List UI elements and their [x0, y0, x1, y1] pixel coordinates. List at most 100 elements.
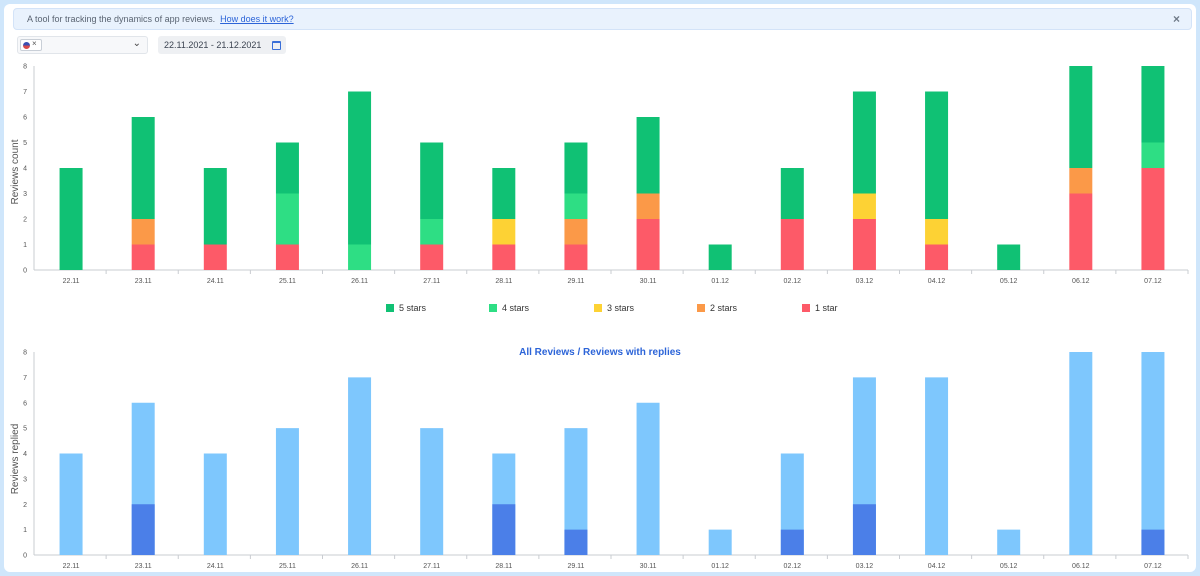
x-tick-label: 07.12	[1144, 563, 1162, 570]
legend-swatch	[697, 304, 705, 312]
legend-label: 5 stars	[399, 303, 427, 313]
bar-all-reviews	[348, 377, 372, 555]
legend-swatch	[489, 304, 497, 312]
bar-2-stars	[636, 193, 660, 219]
bar-1-star	[564, 244, 588, 270]
x-tick-label: 03.12	[856, 278, 874, 285]
country-select[interactable]: × ⌄	[17, 36, 148, 54]
bar-5-stars	[203, 168, 227, 245]
y-tick-label: 4	[23, 451, 27, 458]
y-axis-label: Reviews replied	[10, 424, 21, 495]
legend-item-5-stars[interactable]: 5 stars	[386, 303, 426, 313]
legend-label: 4 stars	[502, 303, 530, 313]
bar-4-stars	[275, 193, 299, 245]
x-tick-label: 26.11	[351, 278, 368, 285]
bar-reviews-with-replies	[1141, 529, 1165, 555]
y-tick-label: 4	[23, 166, 27, 173]
x-tick-label: 02.12	[784, 278, 802, 285]
y-tick-label: 0	[23, 553, 27, 560]
y-tick-label: 0	[23, 268, 27, 275]
bar-reviews-with-replies	[492, 504, 516, 555]
legend-item-2-stars[interactable]: 2 stars	[697, 303, 737, 313]
how-it-works-link[interactable]: How does it work?	[220, 14, 294, 24]
bar-1-star	[131, 244, 155, 270]
x-tick-label: 22.11	[63, 563, 80, 570]
bar-reviews-with-replies	[852, 504, 876, 555]
x-tick-label: 27.11	[423, 278, 440, 285]
y-tick-label: 6	[23, 115, 27, 122]
bar-all-reviews	[708, 529, 732, 555]
bar-all-reviews	[997, 529, 1021, 555]
bar-reviews-with-replies	[564, 529, 588, 555]
y-tick-label: 5	[23, 140, 27, 147]
bar-5-stars	[564, 142, 588, 194]
date-range-value: 22.11.2021 - 21.12.2021	[164, 40, 262, 50]
close-icon[interactable]: ×	[1172, 12, 1180, 26]
x-tick-label: 07.12	[1144, 278, 1162, 285]
x-tick-label: 06.12	[1072, 278, 1090, 285]
banner-text: A tool for tracking the dynamics of app …	[27, 14, 216, 24]
legend-item-1-star[interactable]: 1 star	[802, 303, 838, 313]
x-tick-label: 03.12	[856, 563, 874, 570]
legend-item-3-stars[interactable]: 3 stars	[594, 303, 634, 313]
flag-icon	[23, 42, 30, 49]
y-tick-label: 8	[23, 64, 27, 71]
x-tick-label: 28.11	[495, 563, 512, 570]
replies-chart-title: All Reviews / Reviews with replies	[519, 347, 681, 358]
bar-all-reviews	[420, 428, 444, 555]
bar-all-reviews	[925, 377, 949, 555]
bar-4-stars	[564, 193, 588, 219]
legend-item-4-stars[interactable]: 4 stars	[489, 303, 529, 313]
bar-2-stars	[131, 219, 155, 245]
y-tick-label: 2	[23, 217, 27, 224]
x-tick-label: 25.11	[279, 563, 296, 570]
x-tick-label: 04.12	[928, 278, 946, 285]
date-range-picker[interactable]: 22.11.2021 - 21.12.2021	[158, 36, 286, 54]
bar-4-stars	[1141, 142, 1165, 168]
y-tick-label: 5	[23, 426, 27, 433]
info-banner: A tool for tracking the dynamics of app …	[13, 8, 1192, 30]
bar-5-stars	[852, 91, 876, 194]
chevron-down-icon[interactable]: ⌄	[132, 38, 141, 49]
x-tick-label: 30.11	[640, 563, 657, 570]
x-tick-label: 22.11	[63, 278, 80, 285]
bar-1-star	[1141, 168, 1165, 270]
bar-5-stars	[708, 244, 732, 270]
calendar-icon[interactable]	[272, 41, 281, 50]
bar-5-stars	[1141, 66, 1165, 143]
bar-5-stars	[348, 91, 372, 245]
y-tick-label: 6	[23, 400, 27, 407]
x-tick-label: 29.11	[567, 278, 584, 285]
bar-all-reviews	[1141, 352, 1165, 555]
remove-country-icon[interactable]: ×	[32, 39, 37, 48]
legend-swatch	[594, 304, 602, 312]
bar-1-star	[636, 219, 660, 270]
y-tick-label: 7	[23, 89, 27, 96]
bar-5-stars	[420, 142, 444, 219]
x-tick-label: 23.11	[135, 278, 152, 285]
bar-5-stars	[636, 117, 660, 194]
legend-swatch	[802, 304, 810, 312]
x-tick-label: 06.12	[1072, 563, 1090, 570]
bar-3-stars	[492, 219, 516, 245]
x-tick-label: 30.11	[640, 278, 657, 285]
bar-3-stars	[925, 219, 949, 245]
x-tick-label: 01.12	[711, 563, 729, 570]
x-tick-label: 24.11	[207, 563, 224, 570]
x-tick-label: 24.11	[207, 278, 224, 285]
bar-5-stars	[492, 168, 516, 219]
x-tick-label: 28.11	[495, 278, 512, 285]
app-frame: A tool for tracking the dynamics of app …	[4, 4, 1196, 572]
legend-swatch	[386, 304, 394, 312]
bar-all-reviews	[275, 428, 299, 555]
x-tick-label: 23.11	[135, 563, 152, 570]
bar-reviews-with-replies	[780, 529, 804, 555]
x-tick-label: 04.12	[928, 563, 946, 570]
bar-2-stars	[1069, 168, 1093, 194]
x-tick-label: 26.11	[351, 563, 368, 570]
bar-reviews-with-replies	[131, 504, 155, 555]
bar-2-stars	[564, 219, 588, 245]
bar-5-stars	[1069, 66, 1093, 168]
chart-legend: 5 stars 4 stars 3 stars 2 stars 1 star	[4, 303, 1196, 319]
bar-1-star	[420, 244, 444, 270]
